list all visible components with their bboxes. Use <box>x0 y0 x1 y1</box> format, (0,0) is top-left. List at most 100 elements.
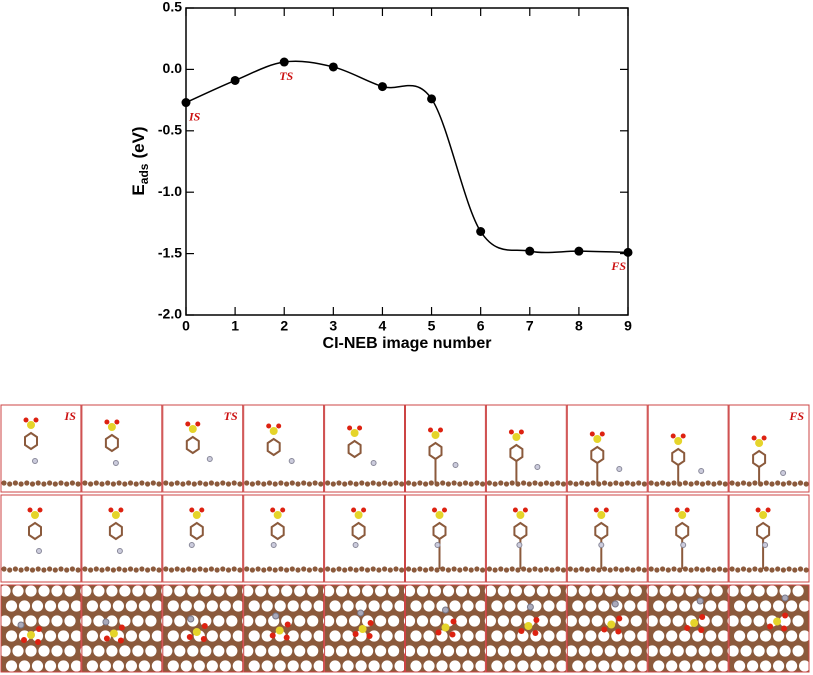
lattice-hole <box>497 615 509 627</box>
lattice-hole <box>64 585 76 597</box>
ring <box>266 437 281 457</box>
lattice-hole <box>294 585 306 597</box>
lattice-hole <box>323 585 335 597</box>
lattice-hole <box>112 600 124 612</box>
graphene-atom <box>12 566 18 572</box>
lattice-hole <box>410 660 422 672</box>
atom <box>512 507 518 513</box>
graphene-atom <box>99 481 105 487</box>
lattice-hole <box>572 660 584 672</box>
graphene-atom <box>434 567 440 573</box>
lattice-hole <box>449 600 461 612</box>
lattice-hole <box>637 660 649 672</box>
lattice-hole <box>51 585 63 597</box>
graphene-atom <box>69 566 75 572</box>
graphene-atom <box>423 567 429 573</box>
lattice-hole <box>653 660 665 672</box>
graphene-atom <box>462 480 469 486</box>
graphene-atom <box>624 480 630 486</box>
graphene-atom <box>619 481 625 487</box>
atom <box>114 419 120 425</box>
graphene-atom <box>186 566 192 572</box>
graphene-atom <box>41 481 47 487</box>
x-tick-label: 4 <box>379 318 387 334</box>
graphene-atom <box>156 481 162 487</box>
graphene-atom <box>660 480 666 486</box>
lattice-hole <box>659 615 671 627</box>
graphene-atom <box>722 567 728 573</box>
structure-panels: IS TS FS <box>0 404 811 673</box>
lattice-hole <box>685 585 697 597</box>
graphene-atom <box>58 566 64 572</box>
graphene-atom <box>69 480 75 486</box>
atom <box>351 507 357 513</box>
graphene-atom <box>330 481 336 487</box>
lattice-hole <box>653 600 665 612</box>
data-point <box>525 246 535 256</box>
panel-border <box>0 404 82 493</box>
lattice-hole <box>5 600 18 612</box>
lattice-hole <box>200 585 212 597</box>
atom <box>593 435 602 443</box>
structure-panel <box>405 404 486 493</box>
graphene-atom <box>480 567 486 573</box>
lattice-hole <box>543 630 555 642</box>
lattice-hole <box>274 660 286 672</box>
atom <box>674 507 680 513</box>
lattice-hole <box>44 660 57 672</box>
graphene-atom <box>560 567 567 573</box>
graphene-atom <box>306 481 312 487</box>
structure-panel <box>80 584 163 673</box>
graphene-atom <box>532 566 538 572</box>
lattice-hole <box>666 630 678 642</box>
lattice-hole <box>381 600 393 612</box>
graphene-atom <box>272 481 278 487</box>
lattice-hole <box>99 660 111 672</box>
atom <box>192 628 201 636</box>
lattice-hole <box>637 630 649 642</box>
panel-border <box>324 584 406 673</box>
atom <box>434 542 441 548</box>
lattice-hole <box>455 645 468 657</box>
graphene-atom <box>543 480 550 486</box>
atom <box>684 507 690 513</box>
lattice-hole <box>300 600 312 612</box>
atom <box>762 542 769 548</box>
lattice-hole <box>64 645 76 657</box>
graphene-atom <box>99 567 105 573</box>
atom <box>780 470 787 476</box>
lattice-hole <box>145 585 157 597</box>
graphene-atom <box>24 566 30 572</box>
ring <box>347 439 362 459</box>
graphene-atom <box>792 567 798 573</box>
lattice-hole <box>585 600 597 612</box>
atom <box>284 621 291 628</box>
graphene-atom <box>555 480 561 486</box>
lattice-hole <box>727 615 739 627</box>
atom <box>17 621 25 629</box>
graphene-atom <box>428 566 434 572</box>
graphene-atom <box>24 480 30 486</box>
lattice-hole <box>659 645 671 657</box>
graphene-atom <box>174 566 180 572</box>
lattice-hole <box>57 630 70 642</box>
graphene-atom <box>682 480 689 486</box>
graphene-atom <box>336 480 342 486</box>
atom <box>111 511 120 519</box>
atom <box>518 628 525 634</box>
lattice-hole <box>718 630 730 642</box>
graphene-atom <box>133 567 139 573</box>
lattice-hole <box>313 600 325 612</box>
lattice-hole <box>161 645 173 657</box>
graphene-atom <box>457 481 463 487</box>
atom <box>428 427 433 433</box>
atom <box>36 548 42 554</box>
lattice-hole <box>287 630 299 642</box>
lattice-hole <box>86 600 98 612</box>
graphene-atom <box>549 481 555 487</box>
panel-border <box>243 494 325 583</box>
structure-panel <box>323 584 406 673</box>
graphene-atom <box>197 480 203 486</box>
